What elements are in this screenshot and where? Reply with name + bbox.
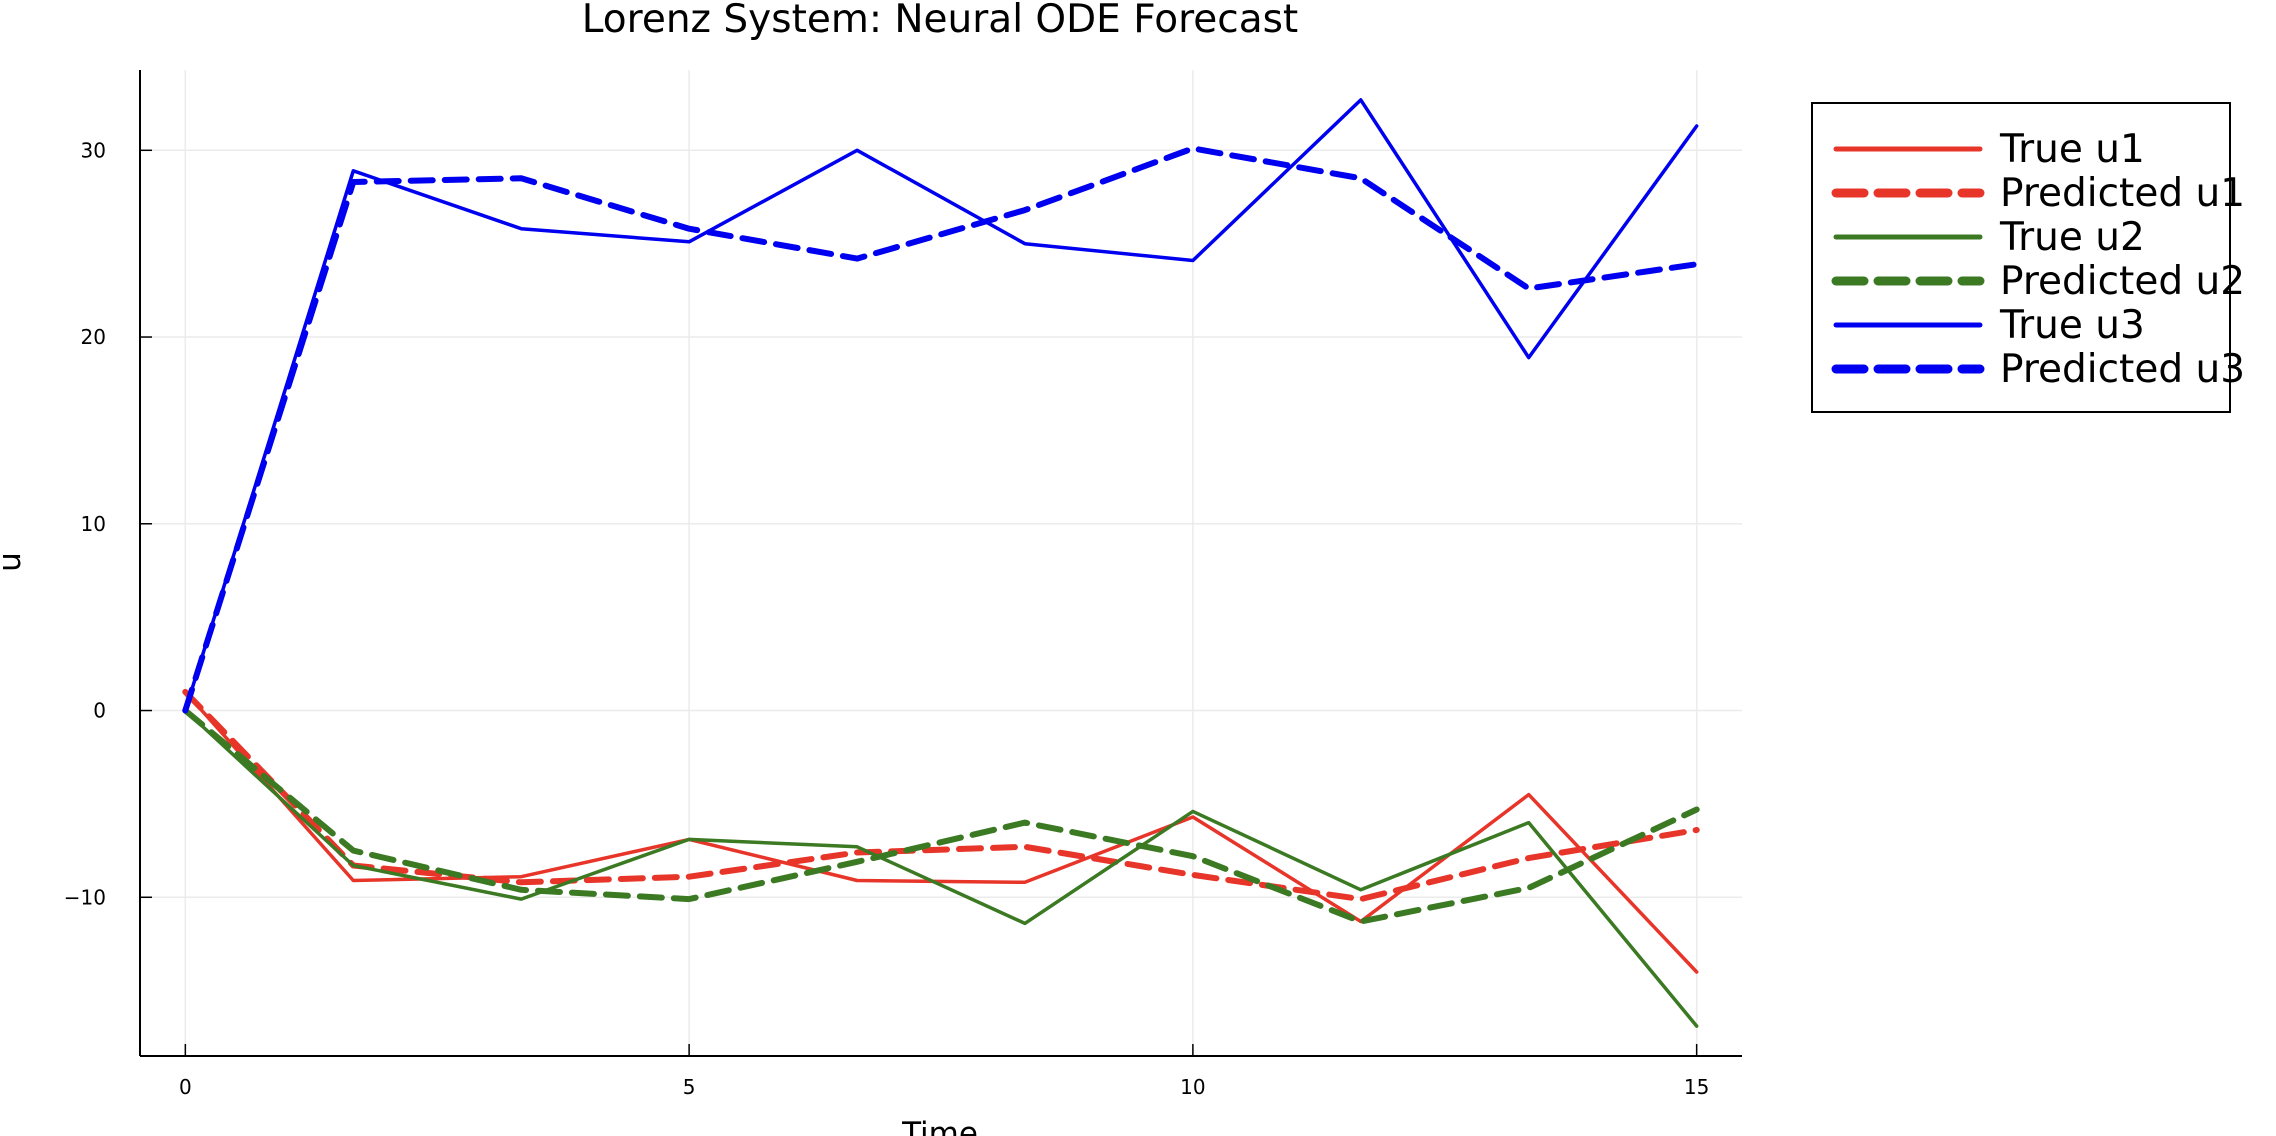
y-tick-label: 10 xyxy=(81,512,106,536)
series-line-predicted-u1 xyxy=(182,688,1700,903)
axes xyxy=(139,70,1742,1057)
y-tick-label: 0 xyxy=(93,699,106,723)
legend-box xyxy=(1811,102,2231,413)
series-line-true-u3 xyxy=(183,98,1699,713)
x-tick-label: 0 xyxy=(179,1075,192,1099)
x-tick-label: 10 xyxy=(1180,1075,1205,1099)
x-axis-label: Time xyxy=(901,1116,978,1136)
series-line-true-u2 xyxy=(183,708,1699,1028)
legend-label-true-u3: True u3 xyxy=(1999,303,2145,348)
grid xyxy=(140,70,1742,1056)
series-line-predicted-u2 xyxy=(182,707,1700,925)
y-tick-label: 30 xyxy=(81,138,106,162)
legend-label-true-u1: True u1 xyxy=(1999,127,2145,172)
legend-label-predicted-u2: Predicted u2 xyxy=(2000,259,2245,304)
plot-series xyxy=(182,98,1700,1028)
chart-title: Lorenz System: Neural ODE Forecast xyxy=(582,0,1298,42)
y-axis-label: u xyxy=(0,552,28,572)
y-tick-label: −10 xyxy=(64,885,106,909)
tick-labels: 0 5 10 15 −10 0 10 20 30 xyxy=(64,138,1710,1099)
y-tick-label: 20 xyxy=(81,325,106,349)
legend-label-predicted-u3: Predicted u3 xyxy=(2000,347,2245,392)
legend-label-true-u2: True u2 xyxy=(1999,215,2145,260)
x-tick-label: 5 xyxy=(683,1075,696,1099)
legend-label-predicted-u1: Predicted u1 xyxy=(2000,171,2245,216)
x-tick-label: 15 xyxy=(1684,1075,1709,1099)
series-line-predicted-u3 xyxy=(182,145,1700,714)
